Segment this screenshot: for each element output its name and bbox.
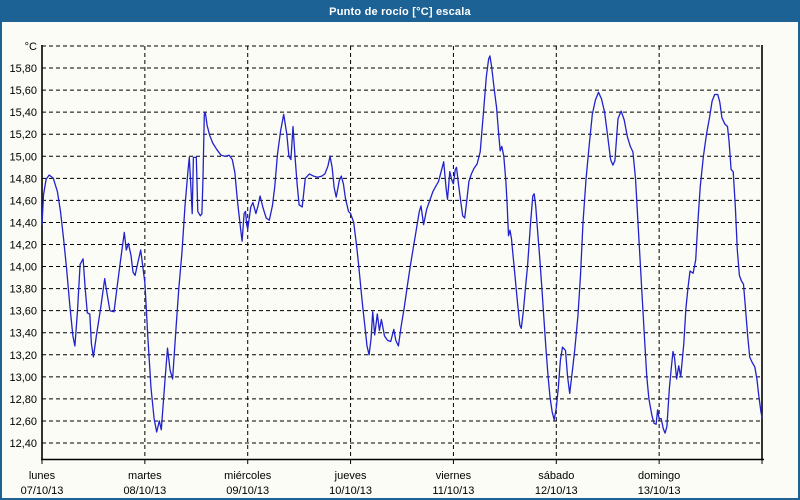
window-title: Punto de rocío [°C] escala [2,2,798,22]
day-name-label: viernes [436,470,472,482]
y-tick-label: 13,40 [9,328,37,340]
y-tick-label: 15,40 [9,107,37,119]
day-date-label: 11/10/13 [432,485,474,497]
day-date-label: 09/10/13 [226,485,269,497]
y-tick-label: 14,00 [9,262,37,274]
dew-point-chart: °C 15,80 15,60 15,40 15,20 15,00 14,80 14,60 14,… [9,41,764,497]
x-axis-ticks [41,459,763,464]
y-tick-label: 15,80 [9,63,37,75]
y-tick-label: 12,80 [9,394,37,406]
day-date-label: 13/10/13 [638,485,681,497]
plot-border [41,45,764,461]
y-tick-label: 14,80 [9,173,37,185]
y-tick-label: 12,40 [9,438,37,450]
y-tick-label: 15,20 [9,129,37,141]
y-tick-label: 15,60 [9,85,37,97]
x-axis-day-labels: lunes 07/10/13 martes 08/10/13 miércoles 09/1… [21,470,681,497]
day-date-label: 08/10/13 [123,485,166,497]
y-tick-label: 15,00 [9,151,37,163]
day-date-label: 12/10/13 [535,485,578,497]
day-name-label: domingo [638,470,680,482]
y-tick-label: 13,00 [9,372,37,384]
y-tick-label: 12,60 [9,416,37,428]
y-tick-label: 13,80 [9,284,37,296]
y-tick-label: 13,20 [9,350,37,362]
y-tick-label: 14,60 [9,195,37,207]
day-date-label: 10/10/13 [329,485,372,497]
y-axis-unit-label: °C [25,41,37,53]
series-line [41,55,763,434]
day-name-label: miércoles [224,470,272,482]
x-gridlines [144,46,660,460]
day-date-label: 07/10/13 [21,485,64,497]
day-name-label: sábado [538,470,574,482]
day-name-label: martes [128,470,162,482]
y-tick-label: 14,40 [9,217,37,229]
y-gridlines [42,45,762,444]
day-name-label: jueves [334,470,367,482]
y-axis-labels: °C 15,80 15,60 15,40 15,20 15,00 14,80 14,60 14,… [9,41,37,450]
y-tick-label: 13,60 [9,306,37,318]
y-tick-label: 14,20 [9,240,37,252]
day-name-label: lunes [29,470,56,482]
